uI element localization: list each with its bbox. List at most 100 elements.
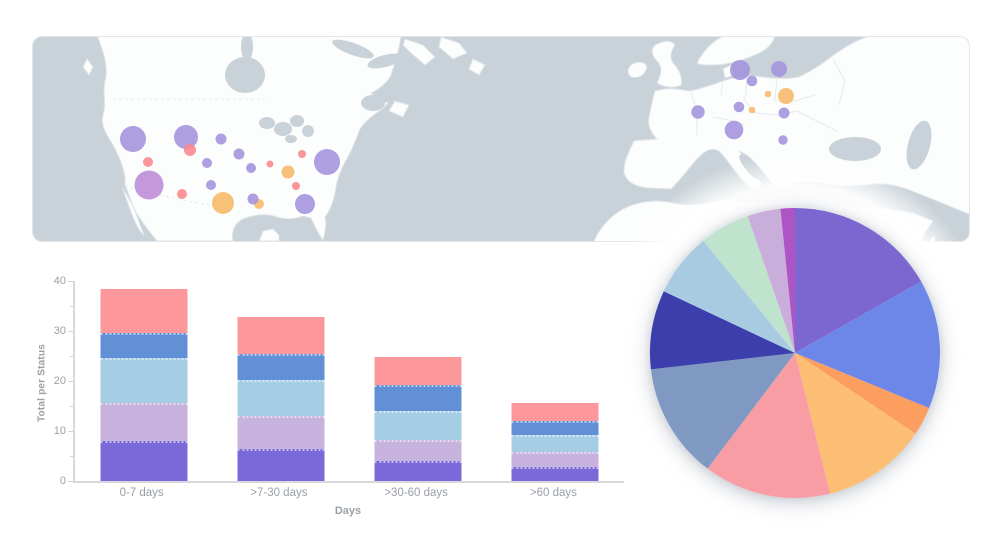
bar-segment-series-5--30-60-days[interactable] <box>374 357 462 385</box>
arctic-channel-2 <box>367 53 403 69</box>
bar-segment-series-4--30-60-days[interactable] <box>374 384 462 411</box>
map-bubble-north-america-19[interactable] <box>292 182 300 190</box>
bar-segment-series-3--7-30-days[interactable] <box>237 380 325 416</box>
y-minor-tick-mark <box>70 406 73 407</box>
lake-michigan-huron <box>274 122 292 136</box>
bar-segment-series-3-0-7-days[interactable] <box>100 357 188 403</box>
landmass-scandinavia <box>696 37 775 66</box>
x-tick-label-4: >60 days <box>529 487 577 499</box>
bar-segment-series-5-0-7-days[interactable] <box>100 289 188 333</box>
y-tick-label: 20 <box>53 375 66 387</box>
border-czech-slovakia <box>754 110 798 116</box>
border-romania <box>796 110 838 132</box>
lake-huron <box>290 115 304 127</box>
map-bubble-north-america-16[interactable] <box>212 192 234 214</box>
map-bubble-europe-31[interactable] <box>778 135 788 145</box>
bar-segment-series-1--7-30-days[interactable] <box>237 449 325 481</box>
map-bubble-europe-24[interactable] <box>764 90 772 98</box>
map-bubble-north-america-5[interactable] <box>143 157 153 167</box>
arctic-channel-1 <box>332 39 374 59</box>
y-tick-mark <box>68 331 73 332</box>
landmass-north-america <box>97 37 402 241</box>
border-poland-east <box>774 76 778 102</box>
y-tick-label: 30 <box>53 325 66 337</box>
map-bubble-europe-26[interactable] <box>691 105 705 119</box>
border-russia-west <box>832 58 846 106</box>
map-bubble-north-america-12[interactable] <box>298 150 306 158</box>
y-tick-label: 0 <box>59 475 66 487</box>
bar-plot-area <box>73 281 624 483</box>
map-bubble-europe-23[interactable] <box>746 75 758 87</box>
island-great-britain <box>651 40 682 88</box>
map-bubble-europe-25[interactable] <box>778 88 794 104</box>
bar-segment-series-2--7-30-days[interactable] <box>237 415 325 449</box>
map-bubble-north-america-9[interactable] <box>246 163 256 173</box>
x-tick-label-1: 0-7 days <box>119 487 164 499</box>
bar-group-3 <box>350 281 487 481</box>
bar-stack-3 <box>374 357 462 481</box>
y-minor-tick-mark <box>70 456 73 457</box>
map-bubble-north-america-6[interactable] <box>233 148 245 160</box>
y-minor-tick-mark <box>70 306 73 307</box>
x-axis-title: Days <box>334 505 362 517</box>
map-bubble-north-america-15[interactable] <box>177 189 187 199</box>
bar-stack-4 <box>511 403 599 481</box>
lake-ontario <box>302 125 314 137</box>
pie-chart <box>650 208 940 498</box>
map-bubble-north-america-8[interactable] <box>134 170 164 200</box>
bar-group-2 <box>212 281 349 481</box>
island-vancouver <box>82 58 94 76</box>
bar-segment-series-1-0-7-days[interactable] <box>100 441 188 481</box>
bar-segment-series-5--7-30-days[interactable] <box>237 317 325 354</box>
bar-segment-series-3--60-days[interactable] <box>511 435 599 452</box>
bar-segment-series-3--30-60-days[interactable] <box>374 411 462 440</box>
map-bubbles <box>120 60 794 214</box>
islands-arctic <box>402 37 486 76</box>
map-bubble-europe-30[interactable] <box>724 120 744 140</box>
stacked-bar-chart: Total per Status 0 10 20 30 40 0-7 days >7-30… <box>37 275 624 517</box>
map-bubble-north-america-1[interactable] <box>120 126 146 152</box>
x-tick-label-3: >30-60 days <box>384 487 448 499</box>
map-bubble-europe-21[interactable] <box>730 60 750 80</box>
border-france-spain <box>633 138 658 142</box>
map-bubble-north-america-4[interactable] <box>184 144 196 156</box>
bar-segment-series-4--60-days[interactable] <box>511 421 599 435</box>
map-bubble-europe-22[interactable] <box>771 61 787 77</box>
map-bubble-north-america-14[interactable] <box>206 180 216 190</box>
map-bubble-europe-27[interactable] <box>733 101 745 113</box>
landmass-yucatan <box>258 228 280 241</box>
sea-hudson-channel <box>241 37 253 61</box>
bar-segment-series-4-0-7-days[interactable] <box>100 332 188 358</box>
y-tick-mark <box>68 431 73 432</box>
bar-segment-series-1--30-60-days[interactable] <box>374 461 462 481</box>
island-newfoundland <box>388 100 410 118</box>
map-bubble-north-america-3[interactable] <box>215 133 227 145</box>
gulf-st-lawrence <box>361 95 385 111</box>
map-bubble-europe-28[interactable] <box>748 106 756 114</box>
map-bubble-north-america-11[interactable] <box>281 165 295 179</box>
map-bubble-north-america-18[interactable] <box>247 193 259 205</box>
island-ireland <box>627 61 648 78</box>
y-tick-label: 40 <box>53 275 66 287</box>
bar-group-1 <box>75 281 212 481</box>
bar-groups <box>75 281 624 481</box>
pie-svg <box>650 208 940 498</box>
map-bubble-north-america-7[interactable] <box>202 158 212 168</box>
bar-segment-series-2--60-days[interactable] <box>511 452 599 467</box>
map-bubble-north-america-13[interactable] <box>314 149 340 175</box>
bar-segment-series-4--7-30-days[interactable] <box>237 354 325 380</box>
sea-hudson-bay <box>225 57 265 93</box>
map-bubble-north-america-20[interactable] <box>295 194 315 214</box>
bar-segment-series-5--60-days[interactable] <box>511 403 599 421</box>
bar-segment-series-2--30-60-days[interactable] <box>374 440 462 461</box>
map-bubble-north-america-10[interactable] <box>266 160 274 168</box>
y-tick-label: 10 <box>53 425 66 437</box>
map-bubble-europe-29[interactable] <box>778 107 790 119</box>
bar-group-4 <box>487 281 624 481</box>
bar-segment-series-2-0-7-days[interactable] <box>100 402 188 441</box>
bar-segment-series-1--60-days[interactable] <box>511 467 599 481</box>
bar-stack-1 <box>100 289 188 481</box>
border-netherlands <box>720 80 724 96</box>
map-bubble-north-america-2[interactable] <box>174 125 198 149</box>
y-tick-mark <box>68 481 73 482</box>
